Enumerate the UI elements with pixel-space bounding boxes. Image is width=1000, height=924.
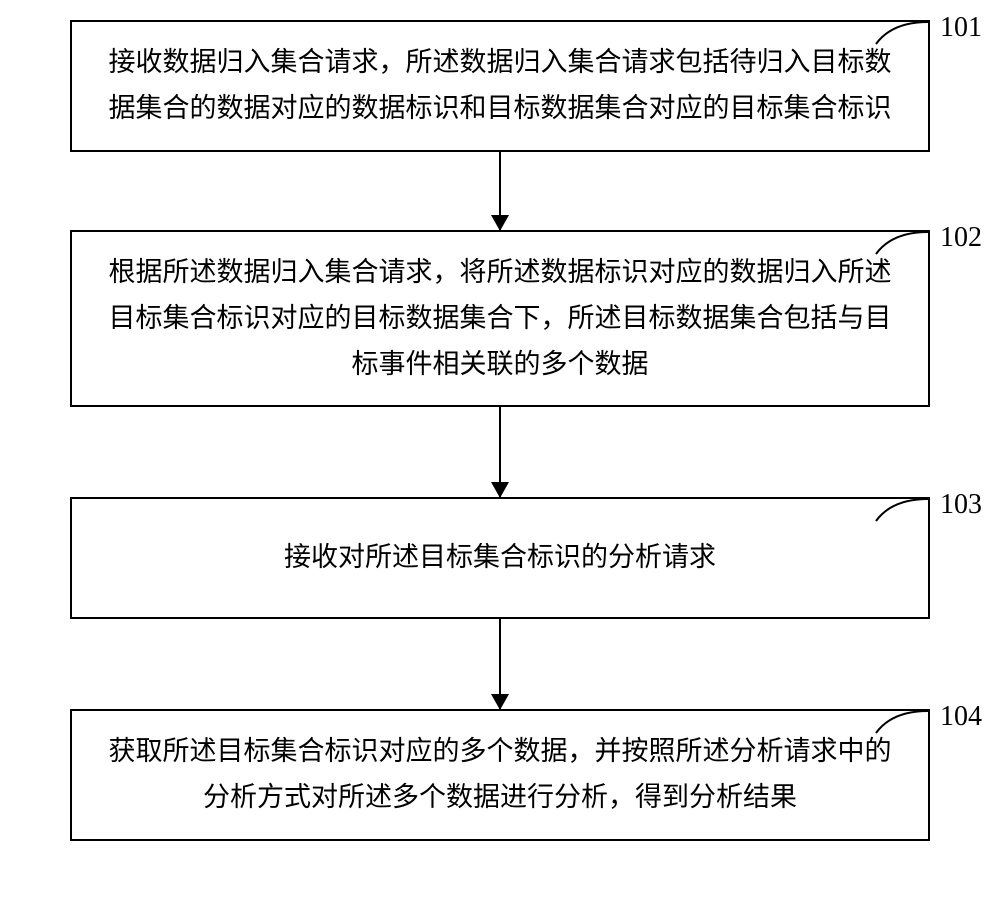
step-text-1: 接收数据归入集合请求，所述数据归入集合请求包括待归入目标数据集合的数据对应的数据… [109,47,892,123]
arrow-2-3 [499,407,501,497]
step-label-1: 101 [940,4,982,52]
connector-2 [872,228,932,258]
connector-4 [872,707,932,737]
connector-1 [872,18,932,48]
step-text-2: 根据所述数据归入集合请求，将所述数据标识对应的数据归入所述目标集合标识对应的目标… [109,257,892,379]
flowchart-container: 接收数据归入集合请求，所述数据归入集合请求包括待归入目标数据集合的数据对应的数据… [40,20,960,841]
step-wrapper-3: 接收对所述目标集合标识的分析请求 103 [40,497,960,619]
step-text-4: 获取所述目标集合标识对应的多个数据，并按照所述分析请求中的分析方式对所述多个数据… [109,736,892,812]
step-wrapper-1: 接收数据归入集合请求，所述数据归入集合请求包括待归入目标数据集合的数据对应的数据… [40,20,960,152]
step-label-2: 102 [940,214,982,262]
step-box-1: 接收数据归入集合请求，所述数据归入集合请求包括待归入目标数据集合的数据对应的数据… [70,20,930,152]
step-text-3: 接收对所述目标集合标识的分析请求 [284,542,716,572]
step-label-3: 103 [940,481,982,529]
arrow-3-4 [499,619,501,709]
step-box-2: 根据所述数据归入集合请求，将所述数据标识对应的数据归入所述目标集合标识对应的目标… [70,230,930,408]
step-label-4: 104 [940,693,982,741]
step-box-3: 接收对所述目标集合标识的分析请求 103 [70,497,930,619]
arrow-1-2 [499,152,501,230]
step-box-4: 获取所述目标集合标识对应的多个数据，并按照所述分析请求中的分析方式对所述多个数据… [70,709,930,841]
step-wrapper-4: 获取所述目标集合标识对应的多个数据，并按照所述分析请求中的分析方式对所述多个数据… [40,709,960,841]
connector-3 [872,495,932,525]
step-wrapper-2: 根据所述数据归入集合请求，将所述数据标识对应的数据归入所述目标集合标识对应的目标… [40,230,960,408]
